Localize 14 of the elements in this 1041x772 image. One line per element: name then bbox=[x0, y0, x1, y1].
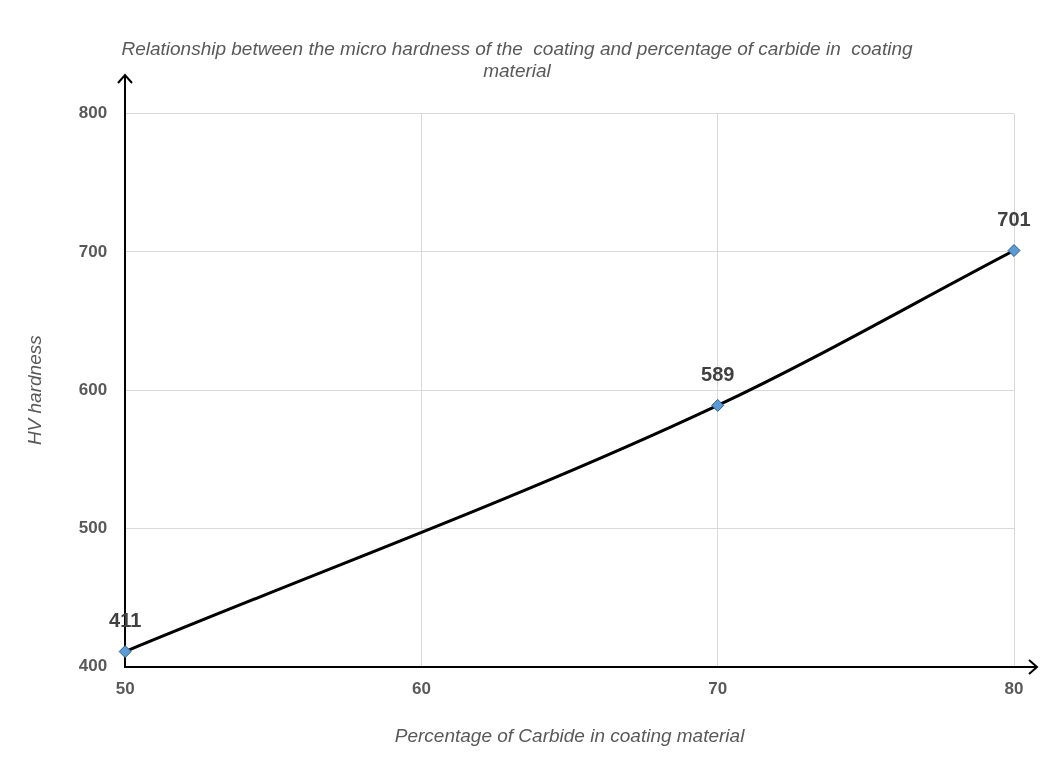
data-label: 589 bbox=[701, 362, 735, 385]
y-tick-label: 600 bbox=[78, 379, 108, 399]
x-axis-title: Percentage of Carbide in coating material bbox=[394, 724, 746, 746]
y-tick-label: 400 bbox=[78, 656, 108, 676]
x-tick-label: 50 bbox=[115, 678, 135, 698]
x-tick-label: 70 bbox=[708, 678, 728, 698]
y-axis-title: HV hardness bbox=[23, 334, 45, 446]
y-tick-label: 800 bbox=[78, 103, 108, 123]
x-tick-label: 60 bbox=[411, 678, 431, 698]
x-tick-label: 80 bbox=[1004, 678, 1024, 698]
data-label: 701 bbox=[997, 208, 1031, 231]
chart-title: Relationship between the micro hardness of the coating and percentage of carbide in coating material bbox=[121, 37, 913, 82]
y-tick-label: 500 bbox=[78, 518, 108, 538]
y-tick-label: 700 bbox=[78, 241, 108, 261]
